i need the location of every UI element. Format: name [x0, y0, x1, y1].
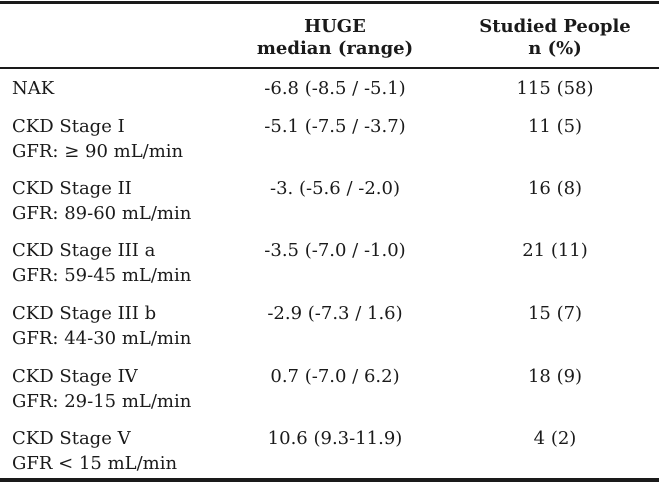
- row-count-percent: 11 (5): [527, 116, 583, 137]
- row-count-percent: 18 (9): [527, 366, 583, 387]
- row-label-stage: CKD Stage II: [12, 178, 132, 199]
- header-studied-people: Studied People n (%): [455, 16, 655, 60]
- header-huge-subtitle: median (range): [256, 38, 414, 59]
- header-studied-subtitle: n (%): [528, 38, 582, 59]
- row-label-stage: CKD Stage III b: [12, 303, 157, 324]
- row-label: CKD Stage III a GFR: 59-45 mL/min: [12, 238, 191, 288]
- row-median-range: -3.5 (-7.0 / -1.0): [264, 240, 406, 261]
- table-row: CKD Stage II GFR: 89-60 mL/min -3. (-5.6…: [0, 176, 659, 238]
- row-median-range: -5.1 (-7.5 / -3.7): [264, 116, 406, 137]
- row-label-gfr: GFR < 15 mL/min: [12, 453, 178, 474]
- row-count-percent: 21 (11): [522, 240, 588, 261]
- row-count-percent: 15 (7): [527, 303, 583, 324]
- row-median-range: 10.6 (9.3-11.9): [267, 428, 403, 449]
- table-top-rule: [0, 1, 659, 4]
- header-huge-median: HUGE median (range): [235, 16, 435, 60]
- table-row: CKD Stage III a GFR: 59-45 mL/min -3.5 (…: [0, 238, 659, 300]
- header-huge-title: HUGE: [304, 16, 366, 37]
- row-label-stage: CKD Stage I: [12, 116, 125, 137]
- table-bottom-rule: [0, 478, 659, 482]
- table-row: CKD Stage V GFR < 15 mL/min 10.6 (9.3-11…: [0, 426, 659, 488]
- row-label: NAK: [12, 76, 54, 101]
- row-median-range: -3. (-5.6 / -2.0): [270, 178, 400, 199]
- header-studied-title: Studied People: [479, 16, 631, 37]
- row-label: CKD Stage II GFR: 89-60 mL/min: [12, 176, 191, 226]
- table-row: NAK -6.8 (-8.5 / -5.1) 115 (58): [0, 76, 659, 138]
- row-label-gfr: GFR: 29-15 mL/min: [12, 391, 192, 412]
- row-label-gfr: GFR: 44-30 mL/min: [12, 328, 192, 349]
- row-median-range: -2.9 (-7.3 / 1.6): [267, 303, 403, 324]
- row-label-gfr: GFR: ≥ 90 mL/min: [12, 141, 184, 162]
- row-count-percent: 16 (8): [527, 178, 583, 199]
- row-label-stage: NAK: [12, 78, 55, 99]
- row-count-percent: 4 (2): [533, 428, 577, 449]
- row-label: CKD Stage IV GFR: 29-15 mL/min: [12, 364, 191, 414]
- row-label-stage: CKD Stage III a: [12, 240, 156, 261]
- row-count-percent: 115 (58): [516, 78, 594, 99]
- row-label-gfr: GFR: 59-45 mL/min: [12, 265, 192, 286]
- table-row: CKD Stage I GFR: ≥ 90 mL/min -5.1 (-7.5 …: [0, 114, 659, 176]
- table-header-rule: [0, 67, 659, 69]
- row-label-stage: CKD Stage IV: [12, 366, 138, 387]
- row-median-range: 0.7 (-7.0 / 6.2): [270, 366, 400, 387]
- table-row: CKD Stage III b GFR: 44-30 mL/min -2.9 (…: [0, 301, 659, 363]
- row-median-range: -6.8 (-8.5 / -5.1): [264, 78, 406, 99]
- row-label: CKD Stage V GFR < 15 mL/min: [12, 426, 177, 476]
- row-label-gfr: GFR: 89-60 mL/min: [12, 203, 192, 224]
- row-label: CKD Stage I GFR: ≥ 90 mL/min: [12, 114, 183, 164]
- row-label-stage: CKD Stage V: [12, 428, 131, 449]
- row-label: CKD Stage III b GFR: 44-30 mL/min: [12, 301, 191, 351]
- table-row: CKD Stage IV GFR: 29-15 mL/min 0.7 (-7.0…: [0, 364, 659, 426]
